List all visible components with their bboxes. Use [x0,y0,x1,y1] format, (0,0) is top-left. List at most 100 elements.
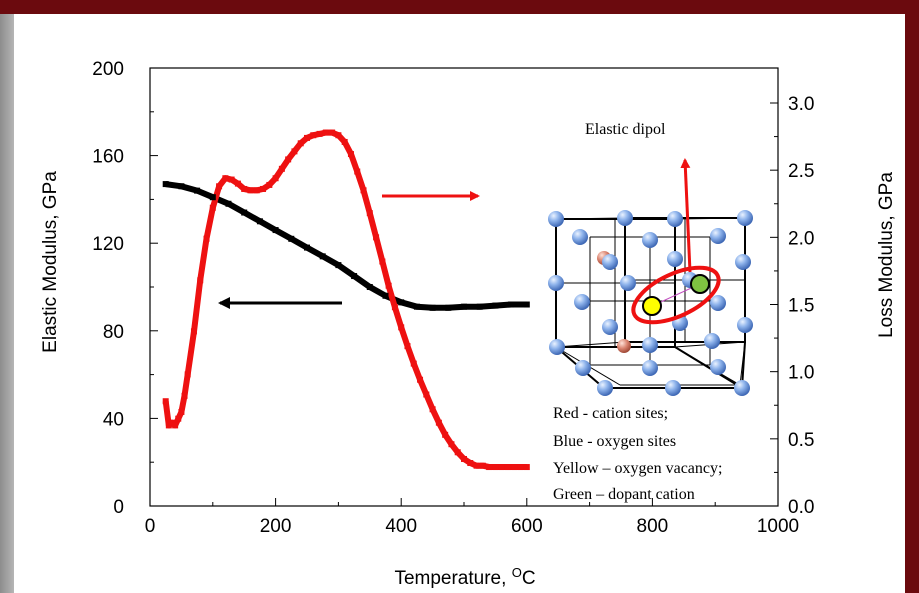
loss-modulus-point [366,210,373,217]
elastic-modulus-point [366,284,373,290]
y-tick-label: 0 [113,497,124,518]
loss-modulus-point [162,398,169,405]
oxygen-site-atom [602,319,618,335]
elastic-modulus-point [398,299,405,306]
y2-tick-label: 2.0 [788,228,814,249]
loss-modulus-point [354,168,361,175]
oxygen-site-atom [575,360,591,376]
y2-tick-label: 3.0 [788,94,814,115]
elastic-modulus-point [225,200,232,207]
loss-modulus-point [216,183,223,190]
loss-modulus-point [329,129,336,136]
loss-modulus-point [492,464,499,471]
loss-modulus-point [473,462,480,469]
loss-modulus-point [291,148,298,155]
loss-modulus-point [203,235,210,242]
dipole-label: Elastic dipol [585,121,666,138]
oxygen-site-atom [597,380,613,396]
x-tick-label: 0 [145,516,156,537]
loss-modulus-point [398,324,405,331]
y-tick-labels: 0 40 80 120 160 200 [92,59,124,518]
loss-modulus-point [190,328,197,335]
elastic-modulus-point [382,292,389,299]
x-tick-label: 800 [637,516,669,537]
site-legend-line: Red - cation sites; [553,405,668,422]
site-legend: Red - cation sites; Blue - oxygen sites … [553,405,722,503]
loss-modulus-point [385,282,392,289]
y2-tick-label: 1.0 [788,363,814,384]
loss-modulus-point [247,187,254,194]
loss-modulus-point [467,460,474,467]
elastic-modulus-point [492,302,499,309]
loss-modulus-point [341,138,348,145]
loss-modulus-point [435,419,442,426]
loss-modulus-point [479,462,486,469]
oxygen-site-atom [574,294,590,310]
y-tick-label: 80 [103,322,124,343]
loss-modulus-point [373,234,380,241]
oxygen-site-atom [642,360,658,376]
elastic-modulus-point [461,303,467,310]
loss-modulus-point [316,130,323,137]
loss-modulus-point [511,464,518,471]
loss-modulus-point [347,151,354,158]
oxygen-site-atom [548,211,564,227]
dopant-cation-marker [690,274,710,294]
series-loss-modulus-points [162,129,530,471]
elastic-modulus-point [476,303,483,310]
x-tick-label: 200 [260,516,292,537]
oxygen-site-atom [734,380,750,396]
loss-modulus-point [172,422,179,429]
oxygen-site-atom [667,251,683,267]
x-axis-title: Temperature, OC [394,565,535,589]
oxygen-site-atom [642,337,658,353]
oxygen-site-atom [602,254,618,270]
loss-modulus-point [272,175,279,182]
elastic-modulus-point [178,183,185,190]
loss-modulus-point [304,134,310,141]
site-legend-line: Green – dopant cation [553,486,695,503]
elastic-modulus-point [523,301,530,308]
loss-modulus-point [498,464,505,471]
oxygen-site-atom [737,210,753,226]
oxygen-site-atom [642,232,658,248]
chart-svg: 0 200 400 600 800 1000 0 40 80 120 160 200 0.0 0.5 1… [40,59,897,589]
y-tick-label: 200 [92,59,124,80]
loss-modulus-point [181,392,188,399]
elastic-modulus-point [413,303,420,310]
x-tick-label: 600 [511,516,543,537]
site-legend-line: Yellow – oxygen vacancy; [553,460,722,477]
loss-modulus-point [379,258,386,265]
oxygen-site-atom [620,275,636,291]
lattice-atoms [548,210,753,396]
loss-modulus-point [523,464,530,471]
oxygen-site-atom [572,229,588,245]
loss-modulus-point [175,415,182,422]
y2-tick-label: 0.5 [788,430,814,451]
x-axis-unit: C [522,568,536,589]
elastic-modulus-point [209,194,216,201]
elastic-modulus-point [429,304,436,311]
chart-panel: 0 200 400 600 800 1000 0 40 80 120 160 200 0.0 0.5 1… [14,14,905,593]
loss-modulus-point [260,185,267,192]
loss-modulus-point [197,277,204,284]
cation-site-atom [617,339,631,353]
loss-modulus-point [241,185,248,192]
oxygen-site-atom [710,295,726,311]
top-border [0,0,919,14]
elastic-modulus-point [351,273,358,280]
loss-modulus-point [310,132,317,139]
loss-modulus-point [228,176,235,183]
loss-modulus-point [285,156,292,163]
loss-modulus-point [448,441,455,448]
loss-modulus-point [423,391,430,398]
x-axis-unit-sup: O [512,565,522,580]
oxygen-site-atom [548,275,564,291]
loss-modulus-point [517,464,524,471]
oxygen-site-atom [704,333,720,349]
loss-modulus-point [234,180,241,187]
series-elastic-modulus-points [162,181,530,311]
oxygen-site-atom [665,380,681,396]
elastic-dipole-ellipse [631,265,721,325]
